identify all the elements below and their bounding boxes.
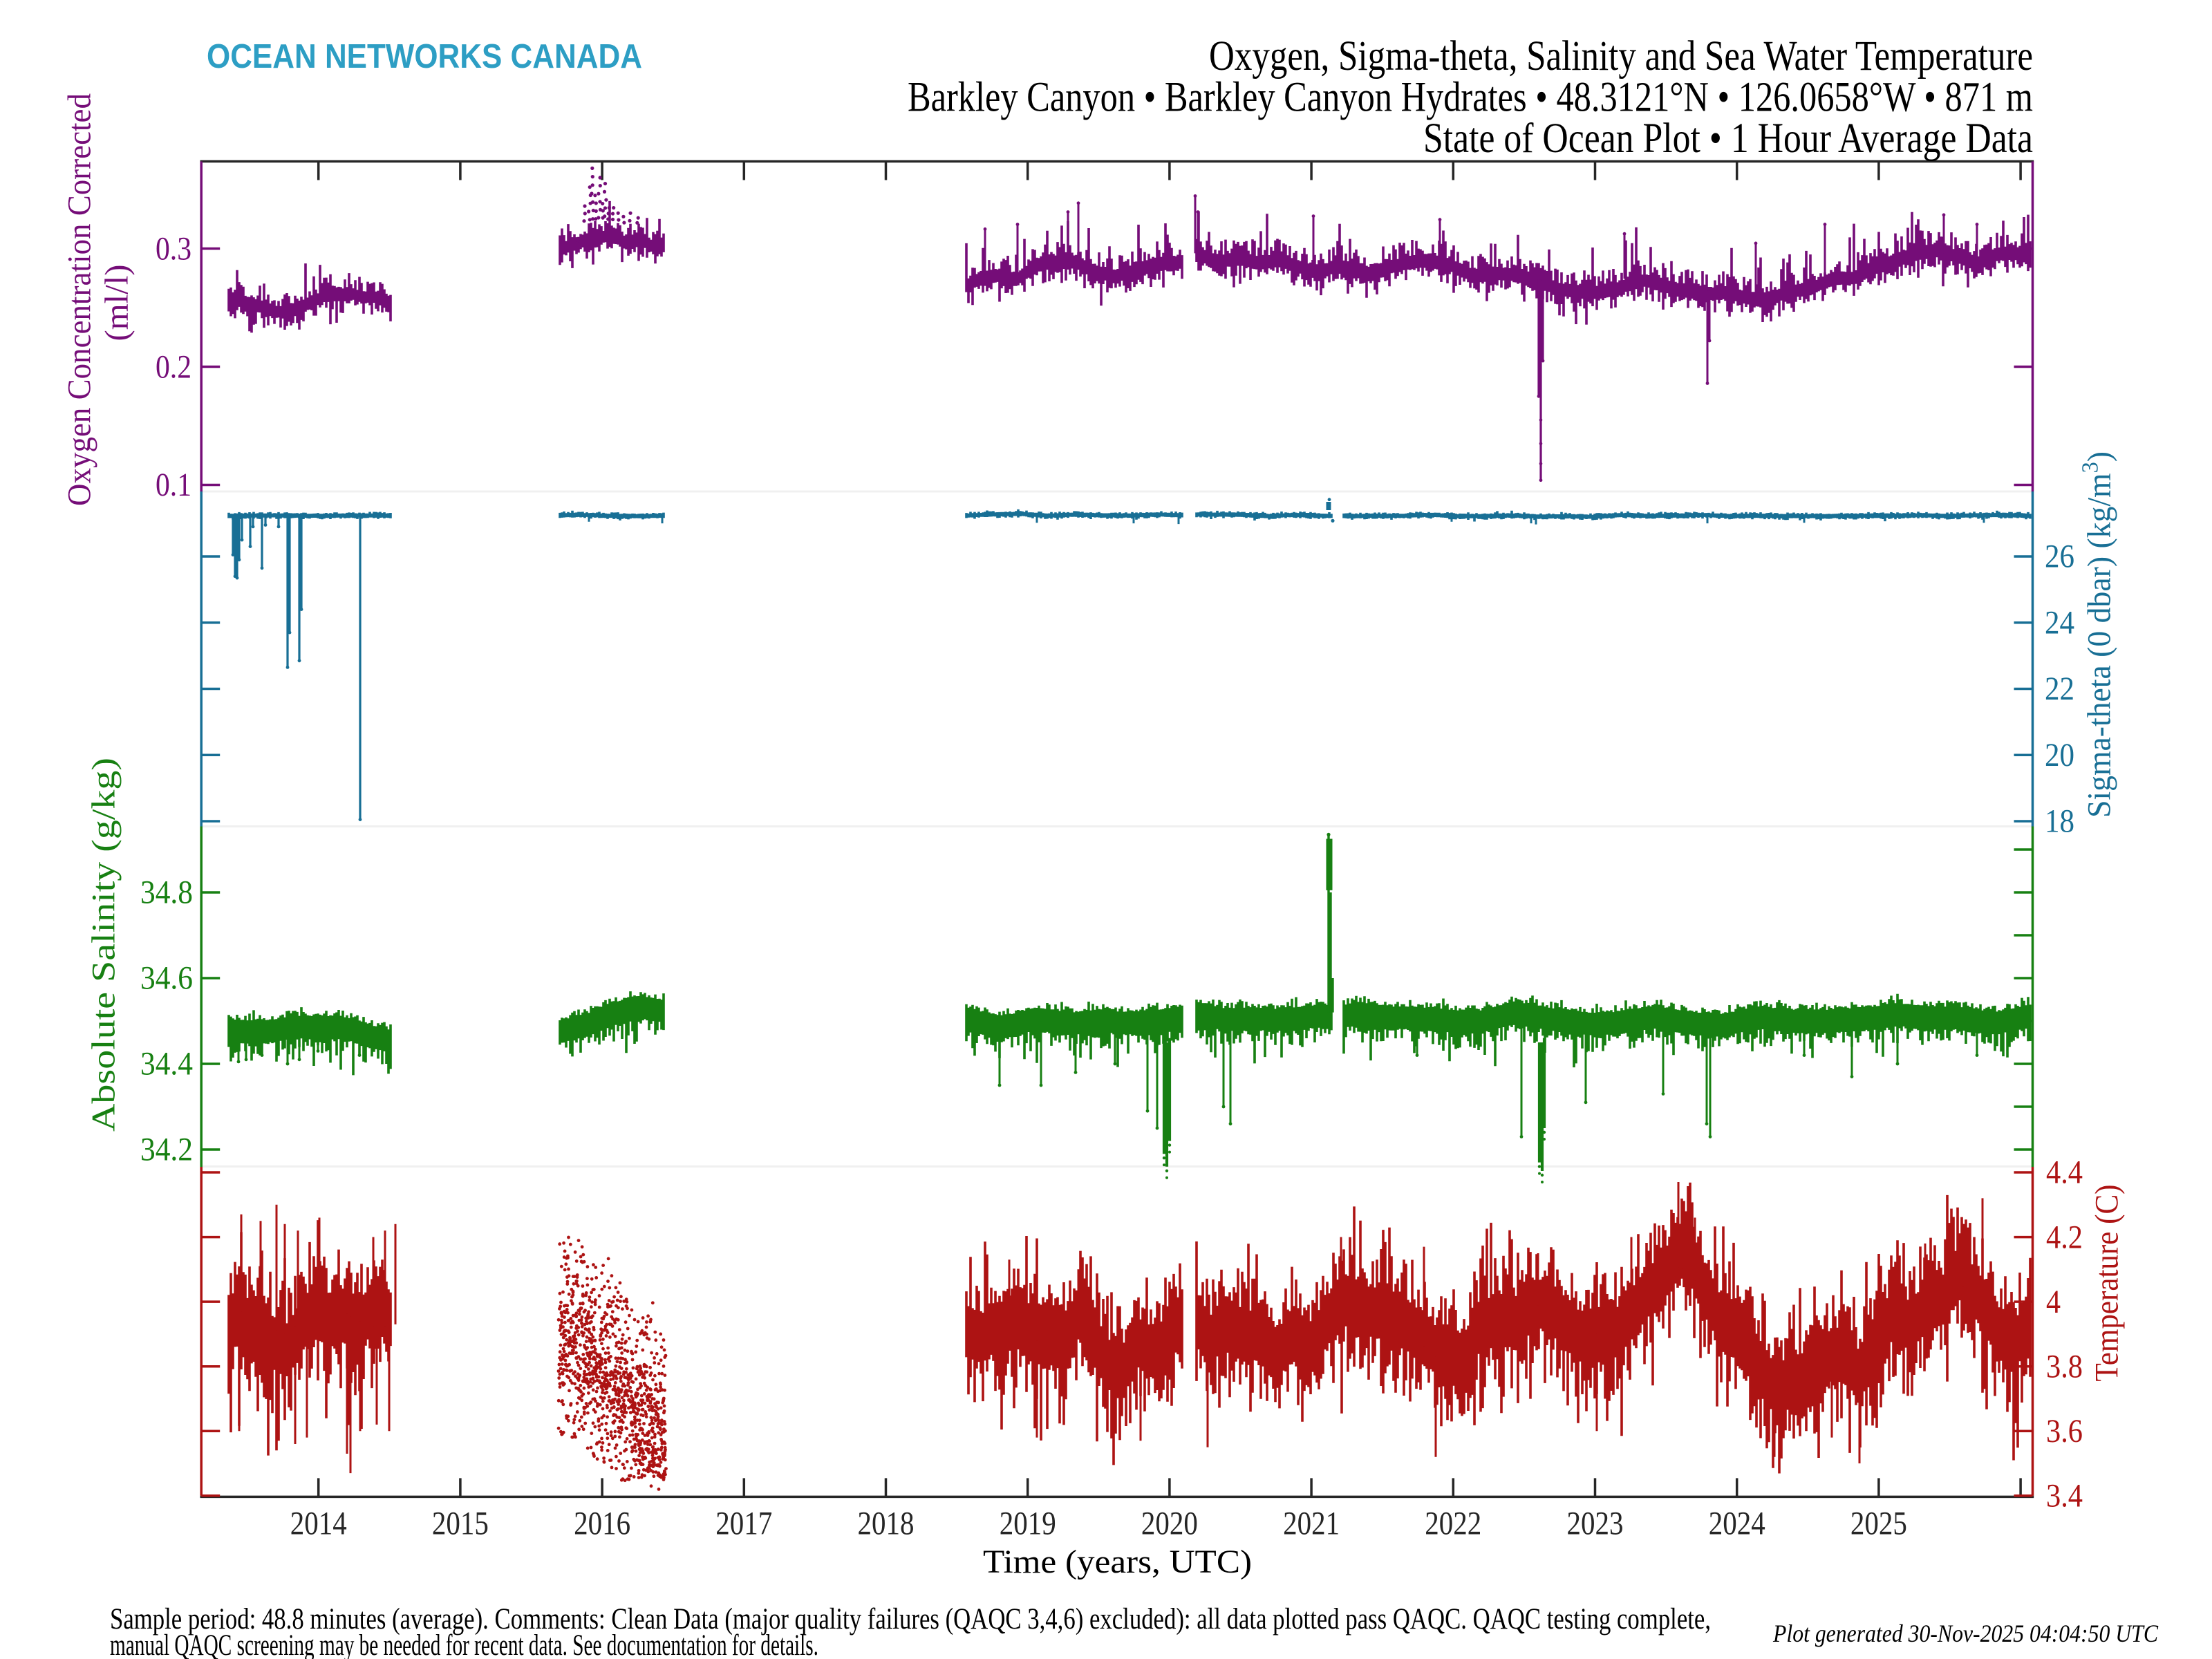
svg-text:2016: 2016 bbox=[574, 1506, 630, 1542]
svg-text:(ml/l): (ml/l) bbox=[99, 265, 135, 341]
svg-text:2025: 2025 bbox=[1850, 1506, 1907, 1542]
svg-text:Plot generated 30-Nov-2025 04:: Plot generated 30-Nov-2025 04:04:50 UTC bbox=[1772, 1620, 2159, 1647]
svg-text:34.4: 34.4 bbox=[140, 1046, 193, 1082]
svg-text:4.2: 4.2 bbox=[2046, 1219, 2083, 1255]
svg-text:OCEAN NETWORKS CANADA: OCEAN NETWORKS CANADA bbox=[207, 38, 642, 75]
svg-text:0.2: 0.2 bbox=[156, 348, 191, 385]
svg-text:2023: 2023 bbox=[1567, 1506, 1624, 1542]
svg-text:State of Ocean Plot • 1 Hour A: State of Ocean Plot • 1 Hour Average Dat… bbox=[1423, 115, 2033, 162]
svg-text:Sample period: 48.8 minutes (a: Sample period: 48.8 minutes (average). C… bbox=[110, 1603, 1711, 1635]
svg-text:2015: 2015 bbox=[432, 1506, 489, 1542]
svg-text:34.8: 34.8 bbox=[140, 874, 193, 911]
svg-text:2020: 2020 bbox=[1141, 1506, 1198, 1542]
svg-text:Temperature (C): Temperature (C) bbox=[2089, 1185, 2126, 1382]
svg-text:22: 22 bbox=[2045, 671, 2074, 707]
svg-text:2021: 2021 bbox=[1283, 1506, 1340, 1542]
svg-text:3.4: 3.4 bbox=[2046, 1478, 2083, 1515]
svg-text:Time (years, UTC): Time (years, UTC) bbox=[983, 1544, 1252, 1580]
svg-text:Oxygen Concentration Corrected: Oxygen Concentration Corrected bbox=[62, 93, 98, 506]
svg-text:2018: 2018 bbox=[858, 1506, 915, 1542]
svg-text:34.6: 34.6 bbox=[140, 960, 193, 997]
svg-text:2024: 2024 bbox=[1709, 1506, 1765, 1542]
svg-text:0.1: 0.1 bbox=[156, 467, 191, 503]
svg-text:2014: 2014 bbox=[290, 1506, 347, 1542]
svg-text:26: 26 bbox=[2045, 538, 2074, 575]
svg-text:Oxygen, Sigma-theta, Salinity: Oxygen, Sigma-theta, Salinity and Sea Wa… bbox=[1209, 33, 2033, 79]
svg-text:2017: 2017 bbox=[715, 1506, 772, 1542]
svg-text:34.2: 34.2 bbox=[140, 1132, 193, 1168]
svg-text:3.8: 3.8 bbox=[2046, 1348, 2083, 1385]
svg-text:24: 24 bbox=[2045, 604, 2074, 641]
svg-text:4: 4 bbox=[2046, 1284, 2061, 1320]
svg-text:Absolute Salinity (g/kg): Absolute Salinity (g/kg) bbox=[86, 758, 122, 1132]
svg-text:20: 20 bbox=[2045, 737, 2074, 774]
svg-text:18: 18 bbox=[2045, 803, 2074, 840]
svg-text:2022: 2022 bbox=[1425, 1506, 1481, 1542]
svg-text:Sigma-theta (0 dbar) (kg/m3): Sigma-theta (0 dbar) (kg/m3) bbox=[2078, 451, 2118, 818]
svg-text:Barkley Canyon • Barkley Canyo: Barkley Canyon • Barkley Canyon Hydrates… bbox=[908, 75, 2033, 121]
svg-text:3.6: 3.6 bbox=[2046, 1413, 2083, 1450]
svg-text:manual QAQC screening may be n: manual QAQC screening may be needed for … bbox=[110, 1629, 818, 1659]
svg-text:4.4: 4.4 bbox=[2046, 1154, 2083, 1191]
svg-text:0.3: 0.3 bbox=[156, 230, 191, 267]
svg-text:2019: 2019 bbox=[1000, 1506, 1056, 1542]
